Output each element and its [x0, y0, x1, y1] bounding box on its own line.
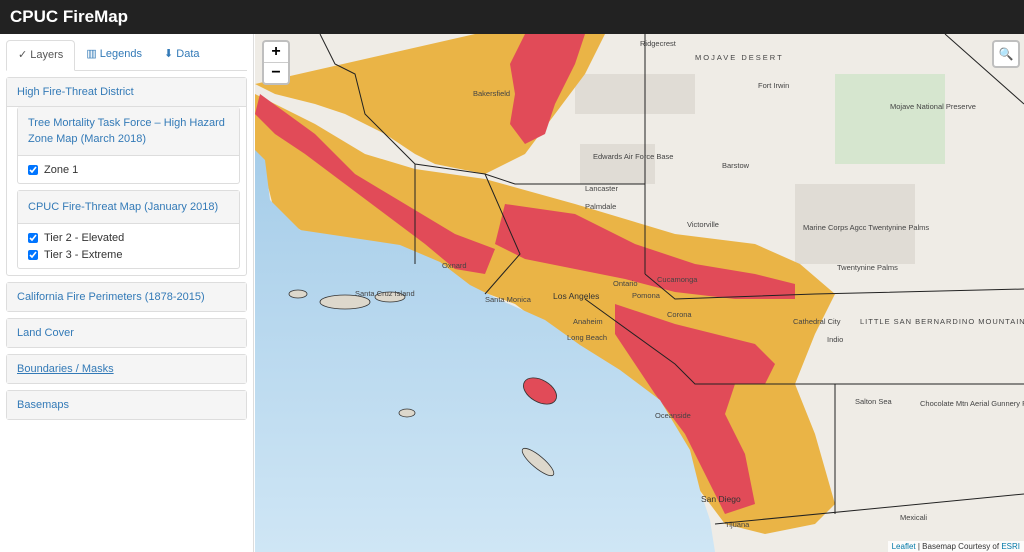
map-label: MOJAVE DESERT — [695, 53, 784, 62]
leaflet-link[interactable]: Leaflet — [891, 542, 916, 551]
map-label: Indio — [827, 335, 843, 344]
subpanel-body: Zone 1 — [18, 155, 239, 183]
preserve — [835, 74, 945, 164]
checkbox[interactable] — [28, 249, 38, 260]
map-label: Salton Sea — [855, 397, 893, 406]
subpanel: CPUC Fire-Threat Map (January 2018) Tier… — [17, 190, 240, 269]
tier3-area — [255, 94, 495, 274]
sidebar: ✓ Layers ▥ Legends ⬇ Data High Fire-Thre… — [0, 34, 254, 552]
map-label: Victorville — [687, 220, 719, 229]
option-label: Zone 1 — [44, 163, 79, 176]
panel: California Fire Perimeters (1878-2015) — [6, 282, 247, 312]
layer-option[interactable]: Tier 2 - Elevated — [28, 229, 229, 246]
map-label: Los Angeles — [553, 291, 599, 301]
zoom-in[interactable]: + — [264, 42, 288, 63]
map-label: Lancaster — [585, 184, 618, 193]
map-label: Anaheim — [573, 317, 603, 326]
esri-link[interactable]: ESRI — [1001, 542, 1020, 551]
layer-option[interactable]: Tier 3 - Extreme — [28, 246, 229, 263]
tab[interactable]: ▥ Legends — [75, 40, 153, 70]
zoom-out[interactable]: − — [271, 64, 281, 81]
option-label: Tier 2 - Elevated — [44, 231, 125, 244]
map-label: Tijuana — [725, 520, 750, 529]
map-label: Cathedral City — [793, 317, 841, 326]
ocean — [255, 150, 715, 552]
map-label: Barstow — [722, 161, 750, 170]
map-label: Oxnard — [442, 261, 467, 270]
map-label: Mojave National Preserve — [890, 102, 976, 111]
tab-icon: ▥ — [86, 48, 97, 60]
subpanel-body: Tier 2 - Elevated Tier 3 - Extreme — [18, 223, 239, 268]
tab-label: Data — [176, 48, 200, 60]
map-label: Twentynine Palms — [837, 263, 898, 272]
map-label: Santa Monica — [485, 295, 532, 304]
panel-title[interactable]: Land Cover — [7, 319, 246, 347]
map-label: Cucamonga — [657, 275, 698, 284]
island — [521, 447, 555, 477]
tabs: ✓ Layers ▥ Legends ⬇ Data — [6, 40, 247, 71]
map-label: Oceanside — [655, 411, 691, 420]
map-label: Ontario — [613, 279, 638, 288]
map-label: Ridgecrest — [640, 39, 677, 48]
panel: Basemaps — [6, 390, 247, 420]
search-button[interactable]: 🔍 — [992, 40, 1020, 68]
base — [580, 144, 655, 184]
subpanel-title[interactable]: CPUC Fire-Threat Map (January 2018) — [18, 191, 239, 223]
panel-title[interactable]: Boundaries / Masks — [7, 355, 246, 383]
tab[interactable]: ✓ Layers — [6, 40, 76, 71]
map-label: Pomona — [632, 291, 661, 300]
panel-title[interactable]: California Fire Perimeters (1878-2015) — [7, 283, 246, 311]
map-label: Long Beach — [567, 333, 607, 342]
map-label: Chocolate Mtn Aerial Gunnery Range — [920, 399, 1024, 408]
option-label: Tier 3 - Extreme — [44, 248, 123, 261]
boundaries — [319, 34, 1024, 525]
map-label: Palmdale — [585, 202, 616, 211]
island — [319, 294, 371, 310]
map-label: Edwards Air Force Base — [593, 152, 673, 161]
map-labels: Ridgecrest MOJAVE DESERT Bakersfield For… — [355, 39, 1024, 529]
map-label: Fort Irwin — [758, 81, 789, 90]
island — [288, 289, 308, 299]
tab-label: Layers — [30, 49, 64, 61]
tab-label: Legends — [99, 48, 142, 60]
map-label: Santa Cruz Island — [355, 289, 415, 298]
map-label: LITTLE SAN BERNARDINO MOUNTAINS — [860, 317, 1024, 326]
panel-body: Tree Mortality Task Force – High Hazard … — [7, 106, 246, 269]
attribution: Leaflet | Basemap Courtesy of ESRI — [887, 541, 1024, 552]
map-label: Marine Corps Agcc Twentynine Palms — [803, 223, 929, 232]
app-title: CPUC FireMap — [0, 0, 1024, 34]
layer-option[interactable]: Zone 1 — [28, 161, 229, 178]
panel: Land Cover — [6, 318, 247, 348]
island — [374, 291, 406, 303]
checkbox[interactable] — [28, 232, 38, 243]
map-label: Bakersfield — [473, 89, 510, 98]
map-label: Mexicali — [900, 513, 927, 522]
tier3-area — [615, 304, 775, 514]
map-label: Corona — [667, 310, 692, 319]
terrain — [575, 74, 695, 114]
map-label: San Diego — [701, 494, 741, 504]
panel: High Fire-Threat District Tree Mortality… — [6, 77, 247, 276]
map[interactable]: Ridgecrest MOJAVE DESERT Bakersfield For… — [255, 34, 1024, 552]
panel-title[interactable]: High Fire-Threat District — [7, 78, 246, 106]
island — [398, 408, 416, 418]
terrain — [795, 184, 915, 264]
checkbox[interactable] — [28, 164, 38, 175]
tab-icon: ⬇ — [164, 48, 174, 60]
tier3-area — [510, 34, 585, 144]
panel-title[interactable]: Basemaps — [7, 391, 246, 419]
panel: Boundaries / Masks — [6, 354, 247, 384]
zoom-control: + − — [262, 40, 290, 85]
tab-icon: ✓ — [18, 49, 28, 61]
subpanel: Tree Mortality Task Force – High Hazard … — [17, 107, 240, 184]
attribution-text: | Basemap Courtesy of — [917, 542, 1000, 551]
tab[interactable]: ⬇ Data — [153, 40, 211, 70]
subpanel-title[interactable]: Tree Mortality Task Force – High Hazard … — [18, 107, 239, 155]
island — [523, 377, 557, 405]
